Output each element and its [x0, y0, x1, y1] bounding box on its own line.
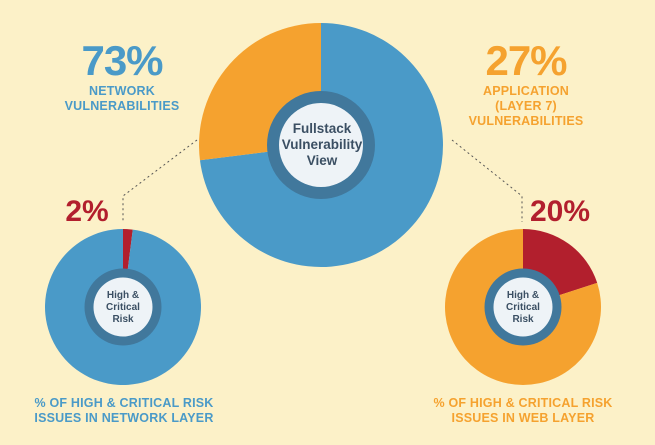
connector-lines	[122, 139, 523, 222]
application-label-line-3: VULNERABILITIES	[468, 113, 584, 128]
connector-right	[451, 139, 523, 222]
right-center-line-3: Risk	[512, 314, 534, 325]
web-risk-percentage-label: 20%	[529, 195, 591, 228]
network-risk-pie-center-hub	[93, 277, 153, 337]
network-percentage-label: 73%	[81, 37, 163, 84]
network-caption-line-1: % OF HIGH & CRITICAL RISK	[34, 396, 214, 410]
application-percentage-label: 27%	[485, 37, 567, 84]
web-risk-pie-center-hub	[493, 277, 553, 337]
main-center-line-2: Vulnerability	[281, 137, 363, 153]
right-center-line-1: High &	[506, 290, 540, 301]
main-center-line-1: Fullstack	[292, 121, 352, 136]
network-layer-caption: % OF HIGH & CRITICAL RISK ISSUES IN NETW…	[8, 396, 240, 426]
network-risk-pie-chart	[45, 229, 202, 385]
right-center-label: High & Critical Risk	[492, 290, 554, 326]
main-pie-center-hub	[279, 103, 363, 187]
right-center-line-2: Critical	[506, 302, 540, 313]
application-vulnerabilities-label: APPLICATION (LAYER 7) VULNERABILITIES	[446, 84, 606, 128]
left-center-line-2: Critical	[106, 302, 140, 313]
web-caption-line-1: % OF HIGH & CRITICAL RISK	[433, 396, 613, 410]
network-caption-line-2: ISSUES IN NETWORK LAYER	[34, 410, 214, 425]
main-center-label: Fullstack Vulnerability View	[277, 121, 367, 170]
main-center-line-3: View	[306, 153, 338, 169]
left-center-label: High & Critical Risk	[92, 290, 154, 326]
web-layer-caption: % OF HIGH & CRITICAL RISK ISSUES IN WEB …	[406, 396, 640, 426]
web-caption-line-2: ISSUES IN WEB LAYER	[451, 410, 595, 425]
main-pie-chart	[199, 23, 444, 268]
application-label-line-1: APPLICATION	[483, 84, 569, 98]
network-label-line-2: VULNERABILITIES	[64, 98, 180, 113]
network-risk-percentage-label: 2%	[65, 195, 109, 228]
left-center-line-1: High &	[106, 290, 140, 301]
network-vulnerabilities-label: NETWORK VULNERABILITIES	[42, 84, 202, 114]
network-label-line-1: NETWORK	[89, 84, 155, 98]
application-label-line-2: (LAYER 7)	[495, 98, 557, 113]
connector-left	[122, 139, 198, 222]
web-risk-pie-chart	[445, 229, 602, 386]
left-center-line-3: Risk	[112, 314, 134, 325]
